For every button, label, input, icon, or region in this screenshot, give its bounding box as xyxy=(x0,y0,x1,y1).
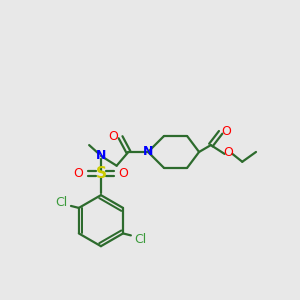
Text: O: O xyxy=(222,125,232,138)
Text: O: O xyxy=(74,167,83,180)
Text: O: O xyxy=(118,167,128,180)
Text: Cl: Cl xyxy=(55,196,67,208)
Text: O: O xyxy=(109,130,118,143)
Text: N: N xyxy=(143,146,153,158)
Text: S: S xyxy=(95,166,106,181)
Text: O: O xyxy=(224,146,233,159)
Text: Cl: Cl xyxy=(135,233,147,246)
Text: N: N xyxy=(96,149,106,162)
